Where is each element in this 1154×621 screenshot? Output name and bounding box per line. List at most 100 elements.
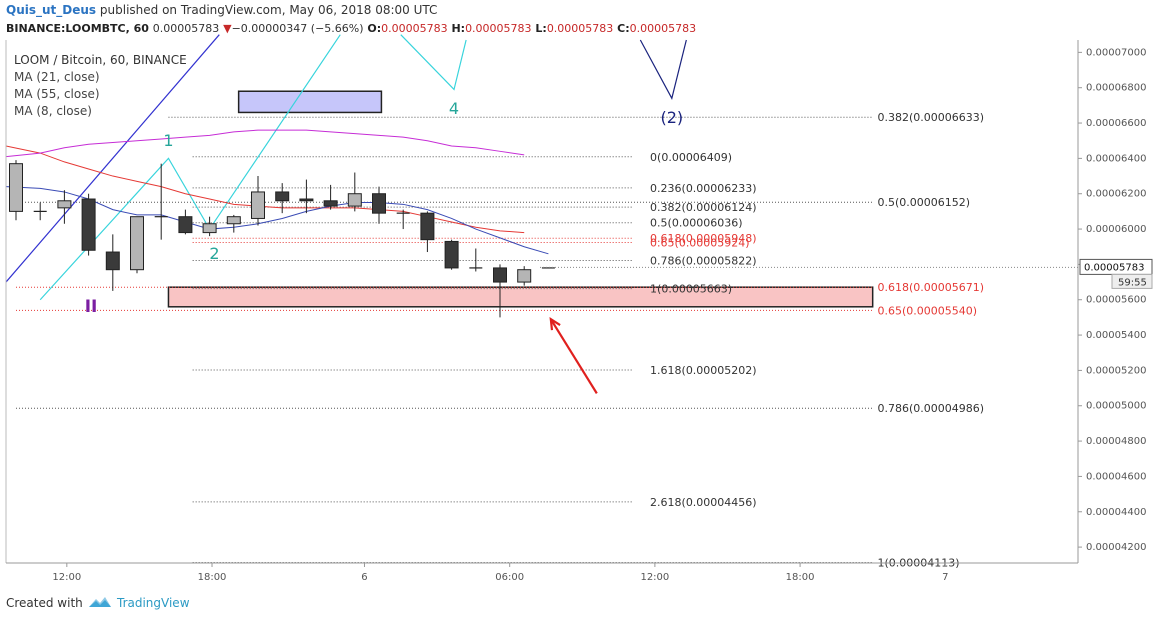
current-price-label: 0.00005783 [1084, 262, 1144, 273]
candle-4 [105, 234, 120, 291]
change-arrow-icon: ▼ [223, 22, 232, 35]
wave-count-cyan [39, 34, 341, 301]
y-tick-label-11: 0.00006400 [1086, 153, 1146, 164]
tradingview-logo-icon[interactable] [88, 594, 112, 610]
candle-8 [202, 216, 217, 237]
candle-body-7 [178, 216, 193, 234]
red-arrow-head-icon [549, 317, 561, 331]
fib-label-10: 1(0.00005663) [650, 283, 732, 296]
wave-labels-layer: 1 2 4 (2) II [85, 99, 683, 394]
candle-17 [420, 211, 435, 253]
time-axis: 12:00 18:00 6 06:00 12:00 18:00 7 [6, 562, 1078, 583]
y-tick-label-10: 0.00006200 [1086, 189, 1146, 200]
high-label: H: [451, 22, 466, 35]
candle-2 [57, 190, 72, 224]
moving-averages-layer [5, 129, 549, 255]
y-tick-label-6: 0.00005400 [1086, 330, 1146, 341]
x-tick-label-3: 06:00 [495, 572, 524, 583]
candle-body-13 [323, 200, 338, 207]
x-tick-label-2: 6 [361, 572, 367, 583]
y-tick-label-3: 0.00004800 [1086, 436, 1146, 447]
y-tick-label-14: 0.00007000 [1086, 47, 1146, 58]
candle-18 [444, 239, 459, 270]
high-value: 0.00005783 [465, 22, 532, 35]
y-tick-label-7: 0.00005600 [1086, 295, 1146, 306]
y-tick-label-5: 0.00005200 [1086, 365, 1146, 376]
target-zone-box [237, 90, 383, 114]
last-price: 0.00005783 [152, 22, 220, 35]
price-change: −0.00000347 (−5.66%) [231, 22, 364, 35]
fib-label-13: 0.786(0.00004986) [878, 402, 985, 415]
fib-label-9: 0.618(0.00005671) [878, 281, 985, 294]
candle-19 [469, 248, 483, 272]
fib-label-1: 0(0.00006409) [650, 151, 732, 164]
candle-10 [251, 176, 265, 226]
x-tick-label-5: 18:00 [786, 572, 815, 583]
wave-label-0: 1 [163, 131, 173, 150]
candle-15 [372, 186, 386, 224]
candle-body-8 [202, 223, 217, 234]
symbol-ohlc-line: BINANCE:LOOMBTC, 60 0.00005783 ▼−0.00000… [6, 22, 696, 35]
candle-6 [154, 163, 168, 240]
countdown-label: 59:55 [1118, 277, 1147, 288]
candle-body-11 [275, 191, 290, 202]
fib-label-5: 0.5(0.00006036) [650, 217, 743, 230]
legend-ma55[interactable]: MA (55, close) [14, 87, 100, 101]
legend-title: LOOM / Bitcoin, 60, BINANCE [14, 53, 187, 67]
fib-label-6: 0.618(0.00005948) [650, 232, 757, 245]
symbol-name: BINANCE:LOOMBTC, 60 [6, 22, 149, 35]
x-tick-label-6: 7 [942, 572, 948, 583]
candle-body-5 [130, 216, 144, 271]
candle-body-15 [372, 193, 386, 214]
fib-label-0: 0.382(0.00006633) [878, 111, 985, 124]
published-text: published on TradingView.com, May 06, 20… [99, 3, 438, 17]
wave-label-1: 2 [209, 244, 219, 263]
candle-body-3 [81, 198, 96, 251]
wave-label-2: 4 [449, 99, 459, 118]
y-tick-label-13: 0.00006800 [1086, 83, 1146, 94]
candles-layer [9, 160, 555, 318]
publish-line: Quis_ut_Deus published on TradingView.co… [6, 3, 437, 17]
legend-ma8[interactable]: MA (8, close) [14, 104, 92, 118]
candle-body-20 [493, 267, 507, 283]
footer: Created with TradingView [0, 586, 1154, 621]
price-axis: 0.00004200 0.00004400 0.00004600 0.00004800… [5, 40, 1153, 563]
low-value: 0.00005783 [546, 22, 614, 35]
wave-label-3: (2) [660, 108, 683, 127]
fib-label-7: 0.65(0.00005924) [650, 236, 750, 249]
fib-label-3: 0.5(0.00006152) [878, 196, 971, 209]
fib-levels-layer: 0.382(0.00006633) 0(0.00006409) 0.236(0.00… [16, 111, 984, 569]
x-tick-label-1: 18:00 [198, 572, 227, 583]
y-tick-label-1: 0.00004400 [1086, 507, 1146, 518]
drawing-lines-layer [5, 34, 687, 301]
fib-label-8: 0.786(0.00005822) [650, 255, 757, 268]
ma-line-1 [5, 129, 525, 158]
candle-body-21 [517, 269, 532, 283]
candle-5 [130, 216, 144, 274]
candle-14 [347, 172, 362, 212]
y-tick-label-2: 0.00004600 [1086, 471, 1146, 482]
candle-body-10 [251, 191, 265, 219]
wave-label-4: II [85, 297, 98, 317]
candle-body-2 [57, 200, 72, 209]
candle-body-9 [226, 216, 241, 225]
candle-body-4 [105, 251, 120, 271]
author-link[interactable]: Quis_ut_Deus [6, 3, 97, 17]
legend-ma21[interactable]: MA (21, close) [14, 70, 100, 84]
red-arrow-shaft [549, 318, 598, 394]
candle-3 [81, 193, 96, 256]
open-label: O: [367, 22, 382, 35]
candle-7 [178, 209, 193, 235]
close-value: 0.00005783 [629, 22, 697, 35]
ma-line-0 [5, 145, 525, 234]
support-zone-box [167, 286, 874, 308]
chart-header: Quis_ut_Deus published on TradingView.co… [0, 0, 1154, 40]
y-tick-label-9: 0.00006000 [1086, 224, 1146, 235]
trend-line [5, 34, 220, 283]
wave-count-cyan-top [400, 34, 467, 91]
tradingview-brand-link[interactable]: TradingView [117, 596, 190, 610]
low-label: L: [535, 22, 547, 35]
fib-label-11: 0.65(0.00005540) [878, 304, 978, 317]
fib-label-4: 0.382(0.00006124) [650, 201, 757, 214]
